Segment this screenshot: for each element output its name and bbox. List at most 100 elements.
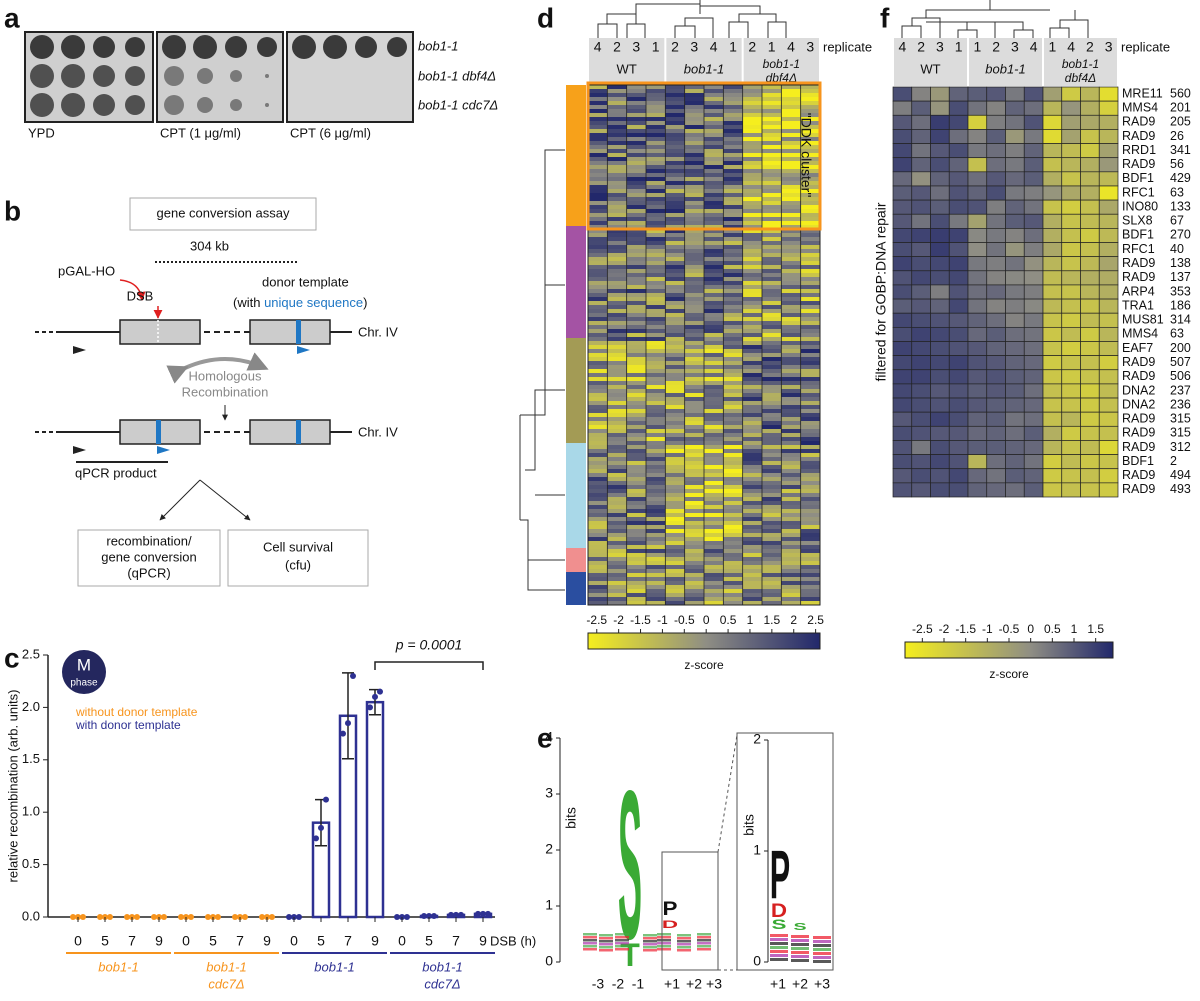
heatmap-texture <box>723 445 743 450</box>
heatmap-texture <box>626 169 647 174</box>
data-point <box>367 704 373 711</box>
heatmap-texture <box>588 577 608 582</box>
heatmap-texture <box>588 93 608 98</box>
heatmap-cell <box>1098 185 1119 201</box>
heatmap-texture <box>781 277 801 282</box>
heatmap-texture <box>665 501 685 506</box>
heatmap-texture <box>626 89 647 94</box>
cluster-bar <box>566 548 586 572</box>
heatmap-texture <box>800 493 821 498</box>
heatmap-texture <box>723 317 743 322</box>
heatmap-texture <box>665 325 685 330</box>
heatmap-texture <box>646 413 666 418</box>
colorbar-tick-label: -2 <box>939 622 950 636</box>
heatmap-texture <box>626 153 647 158</box>
heatmap-texture <box>684 341 705 346</box>
heatmap-texture <box>800 341 821 346</box>
heatmap-cell <box>1023 199 1044 215</box>
heatmap-cell <box>911 454 931 470</box>
heatmap-texture <box>626 233 647 238</box>
site-label: 63 <box>1170 327 1184 341</box>
row-label: BDF1 <box>1122 454 1154 468</box>
heatmap-texture <box>684 353 705 358</box>
heatmap-cell <box>930 383 950 399</box>
heatmap-texture <box>646 601 666 606</box>
heatmap-texture <box>626 409 647 414</box>
heatmap-texture <box>704 213 724 218</box>
heatmap-texture <box>588 533 608 538</box>
heatmap-texture <box>684 225 705 230</box>
colony-spot <box>292 35 316 59</box>
heatmap-texture <box>704 537 724 542</box>
heatmap-texture <box>607 209 627 214</box>
heatmap-cell <box>1061 86 1081 102</box>
heatmap-cell <box>1061 171 1081 187</box>
condition-label: CPT (6 μg/ml) <box>290 125 371 140</box>
panel-label: a <box>4 2 20 33</box>
heatmap-texture <box>684 149 705 154</box>
heatmap-texture <box>665 497 685 502</box>
heatmap-cell <box>1061 256 1081 272</box>
y-tick-label: 1.5 <box>22 751 40 766</box>
heatmap-cell <box>948 454 969 470</box>
heatmap-cell <box>930 312 950 328</box>
heatmap-texture <box>665 161 685 166</box>
readout-box <box>77 529 221 587</box>
row-label: MMS4 <box>1122 327 1158 341</box>
heatmap-texture <box>742 529 763 534</box>
y-tick-label: 0 <box>753 953 761 969</box>
heatmap-texture <box>762 437 782 442</box>
heatmap-texture <box>742 297 763 302</box>
logo-stack <box>599 949 613 952</box>
heatmap-texture <box>742 585 763 590</box>
heatmap-texture <box>607 493 627 498</box>
heatmap-texture <box>626 413 647 418</box>
heatmap-texture <box>646 593 666 598</box>
heatmap-texture <box>704 149 724 154</box>
heatmap-texture <box>800 105 821 110</box>
heatmap-texture <box>646 585 666 590</box>
heatmap-cell <box>930 199 950 215</box>
heatmap-cell <box>1005 213 1025 229</box>
heatmap-cell <box>1023 454 1044 470</box>
heatmap-texture <box>742 525 763 530</box>
heatmap-cell <box>892 284 913 300</box>
heatmap-texture <box>646 237 666 242</box>
heatmap-texture <box>742 561 763 566</box>
row-label: ARP4 <box>1122 284 1155 298</box>
heatmap-texture <box>762 537 782 542</box>
heatmap-texture <box>800 481 821 486</box>
heatmap-cell <box>1023 411 1044 427</box>
heatmap-texture <box>646 105 666 110</box>
heatmap-texture <box>626 349 647 354</box>
heatmap-cell <box>930 86 950 102</box>
colorbar-tick-label: 0 <box>703 613 710 627</box>
group-label: bob1-1 <box>314 959 354 974</box>
heatmap-texture <box>800 441 821 446</box>
heatmap-texture <box>762 249 782 254</box>
heatmap-texture <box>665 201 685 206</box>
heatmap-texture <box>704 353 724 358</box>
heatmap-texture <box>800 333 821 338</box>
position-label: +1 <box>770 976 786 992</box>
heatmap-texture <box>762 457 782 462</box>
heatmap-texture <box>684 89 705 94</box>
heatmap-texture <box>626 565 647 570</box>
heatmap-texture <box>684 433 705 438</box>
heatmap-texture <box>626 377 647 382</box>
heatmap-cell <box>892 256 913 272</box>
heatmap-texture <box>646 113 666 118</box>
heatmap-texture <box>665 145 685 150</box>
heatmap-texture <box>626 173 647 178</box>
heatmap-texture <box>646 441 666 446</box>
heatmap-texture <box>742 577 763 582</box>
heatmap-texture <box>723 245 743 250</box>
heatmap-texture <box>684 509 705 514</box>
heatmap-cell <box>930 454 950 470</box>
heatmap-texture <box>723 325 743 330</box>
heatmap-texture <box>646 357 666 362</box>
heatmap-cell <box>892 114 913 130</box>
heatmap-texture <box>800 489 821 494</box>
heatmap-texture <box>704 305 724 310</box>
heatmap-texture <box>800 417 821 422</box>
